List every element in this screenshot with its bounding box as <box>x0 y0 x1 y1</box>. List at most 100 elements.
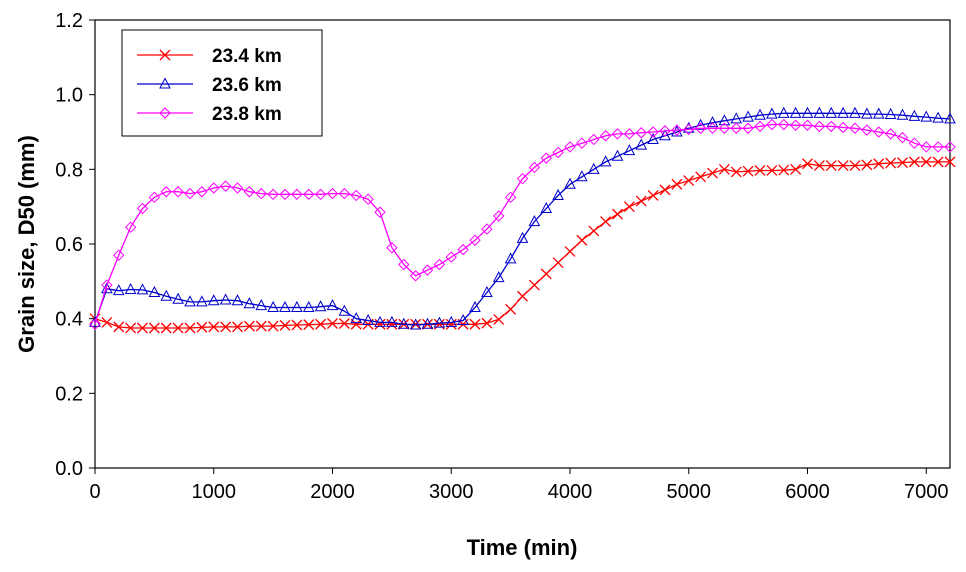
data-point-marker <box>588 225 600 237</box>
data-point-marker <box>611 149 624 161</box>
data-point-marker <box>849 122 861 134</box>
data-point-marker <box>410 318 422 330</box>
series-line <box>94 112 951 326</box>
data-point-marker <box>397 317 410 329</box>
data-point-marker <box>243 320 255 332</box>
data-point-marker <box>219 293 232 305</box>
data-point-marker <box>671 124 683 136</box>
data-point-marker <box>208 321 220 333</box>
data-point-marker <box>920 110 933 122</box>
data-point-marker <box>789 106 802 118</box>
data-point-marker <box>730 122 742 134</box>
data-point-marker <box>196 321 208 333</box>
data-point-marker <box>790 163 802 175</box>
data-point-marker <box>932 141 944 153</box>
data-point-marker <box>920 156 932 168</box>
data-point-marker <box>884 107 897 119</box>
data-point-marker <box>718 163 730 175</box>
data-point-marker <box>172 186 184 198</box>
data-point-marker <box>766 164 778 176</box>
data-point-marker <box>908 156 920 168</box>
data-point-marker <box>671 125 683 137</box>
data-point-marker <box>623 144 636 156</box>
data-point-marker <box>350 312 363 324</box>
data-point-marker <box>813 106 826 118</box>
data-point-marker <box>754 120 766 133</box>
data-point-marker <box>445 315 458 327</box>
y-tick-label: 0.6 <box>55 234 83 256</box>
data-point-marker <box>766 118 778 131</box>
data-point-marker <box>861 107 873 119</box>
data-point-marker <box>611 128 624 140</box>
data-point-marker <box>469 318 481 330</box>
y-tick-label: 0.4 <box>55 309 83 331</box>
data-point-marker <box>291 319 303 331</box>
data-point-marker <box>255 320 267 332</box>
data-point-marker <box>920 141 932 153</box>
data-point-marker <box>184 295 196 307</box>
data-point-marker <box>540 201 553 214</box>
data-point-marker <box>291 188 303 201</box>
x-axis-title: Time (min) <box>467 535 578 560</box>
data-point-marker <box>445 318 457 330</box>
data-point-marker <box>255 187 267 200</box>
data-point-marker <box>112 284 125 296</box>
data-point-marker <box>148 322 160 334</box>
data-point-marker <box>528 161 541 174</box>
data-point-marker <box>89 318 101 330</box>
data-point-marker <box>279 188 291 201</box>
data-point-marker <box>350 189 362 202</box>
data-point-marker <box>599 155 612 167</box>
data-point-marker <box>160 289 173 301</box>
data-point-marker <box>374 315 386 327</box>
data-point-marker <box>409 270 422 282</box>
x-tick-label: 3000 <box>429 481 474 503</box>
data-point-marker <box>504 191 517 204</box>
data-point-marker <box>588 133 600 146</box>
data-point-marker <box>386 242 398 254</box>
data-point-marker <box>505 303 517 315</box>
data-point-marker <box>825 120 837 133</box>
data-point-marker <box>481 285 493 298</box>
data-point-marker <box>113 321 125 333</box>
data-point-marker <box>504 252 517 264</box>
data-point-marker <box>314 300 327 312</box>
data-point-marker <box>232 321 243 333</box>
data-point-marker <box>683 175 695 186</box>
legend-box <box>121 29 323 137</box>
x-tick-label: 1000 <box>192 481 237 503</box>
data-point-marker <box>884 128 897 140</box>
y-tick-label: 0.0 <box>55 458 83 480</box>
data-point-marker <box>160 322 172 334</box>
x-axis-ticks: 0 1000 2000 3000 4000 5000 6000 7000 <box>89 468 949 503</box>
data-point-marker <box>303 319 315 331</box>
y-tick-label: 1.0 <box>55 85 83 107</box>
x-tick-label: 7000 <box>904 481 949 503</box>
data-point-marker <box>885 157 897 169</box>
data-point-marker <box>873 158 885 170</box>
data-point-marker <box>159 49 171 61</box>
data-point-marker <box>303 188 315 201</box>
data-point-marker <box>564 141 576 153</box>
data-point-marker <box>612 208 623 220</box>
y-tick-label: 1.2 <box>55 10 83 32</box>
data-point-marker <box>231 182 244 194</box>
data-point-marker <box>267 300 279 312</box>
data-point-marker <box>861 124 873 136</box>
data-point-marker <box>148 285 161 298</box>
data-point-marker <box>481 223 493 235</box>
data-point-marker <box>255 299 268 311</box>
data-point-marker <box>540 268 552 280</box>
data-point-marker <box>600 216 612 228</box>
data-point-marker <box>196 186 208 198</box>
data-point-marker <box>837 160 849 172</box>
data-point-marker <box>517 290 528 302</box>
data-point-marker <box>944 112 956 124</box>
data-point-marker <box>362 193 374 205</box>
data-point-marker <box>908 109 921 121</box>
data-point-marker <box>896 108 909 120</box>
data-point-marker <box>813 120 826 133</box>
data-point-marker <box>469 234 481 246</box>
data-point-marker <box>338 187 351 200</box>
